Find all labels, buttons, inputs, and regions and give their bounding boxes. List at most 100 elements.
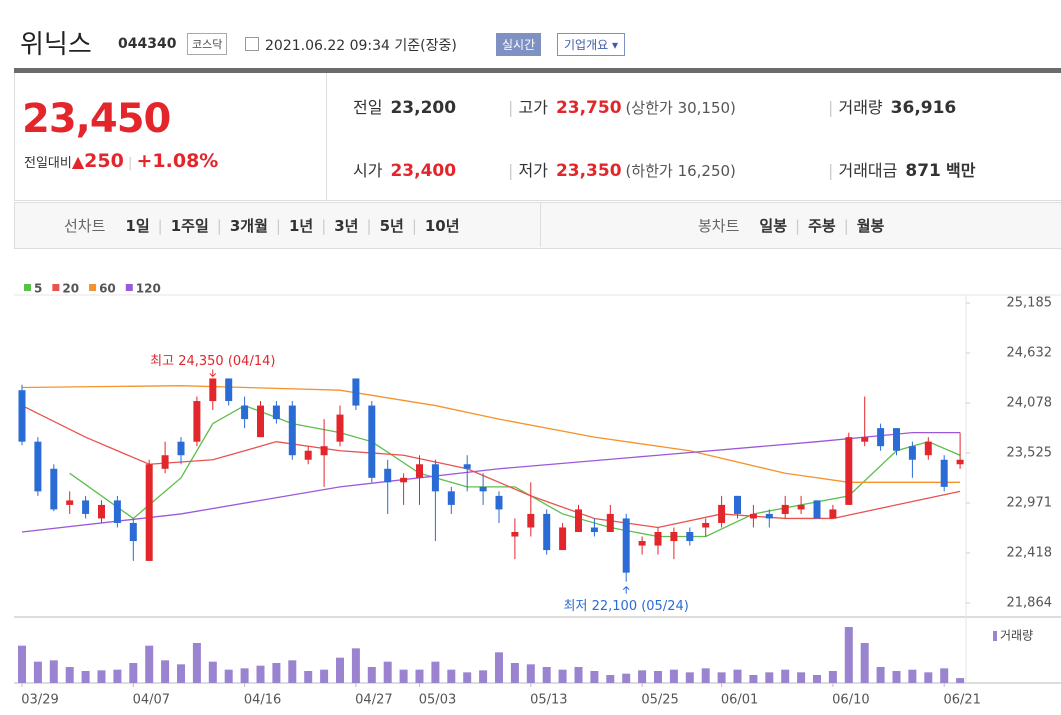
candle-body: [66, 500, 74, 505]
volume-bar: [940, 668, 949, 683]
volume-bar: [813, 675, 821, 683]
candle-tabs: 봉차트 일봉 | 주봉 | 월봉: [698, 215, 884, 236]
stock-code: 044340: [118, 36, 177, 52]
candle: [18, 384, 26, 446]
tab[interactable]: 주봉: [808, 217, 836, 235]
volume-bar: [876, 667, 885, 683]
tab[interactable]: 5년: [379, 217, 404, 235]
tab[interactable]: 월봉: [856, 217, 885, 235]
volume-bar: [177, 664, 185, 683]
stat: | 거래대금 871 백만: [828, 161, 976, 181]
x-tick-label: 06/10: [832, 693, 869, 708]
volume-legend-swatch: [993, 631, 997, 641]
volume-bar: [701, 668, 710, 683]
legend-swatch: [24, 284, 31, 291]
candle-body: [241, 405, 249, 420]
low-annotation: 최저 22,100 (05/24): [564, 599, 689, 614]
volume-bar: [145, 645, 154, 683]
tab-label: 선차트: [64, 217, 106, 235]
candle-body: [749, 513, 757, 519]
stat-label: 거래량: [838, 98, 883, 117]
stat-value: 36,916: [890, 98, 957, 118]
candle: [924, 437, 932, 460]
stat: 시가 23,400: [353, 157, 456, 181]
candle: [161, 441, 169, 474]
candle-body: [781, 504, 789, 514]
tab[interactable]: 10년: [424, 217, 460, 235]
current-price: 23,450: [22, 96, 171, 142]
candle-body: [590, 527, 598, 533]
volume-bar: [415, 669, 424, 683]
candle-body: [622, 518, 630, 573]
volume-bar: [447, 669, 456, 683]
change-label: 전일대비: [24, 156, 72, 171]
y-tick-label: 24,632: [1007, 345, 1053, 360]
candle-body: [272, 405, 280, 420]
candle-body: [940, 459, 948, 487]
y-tick-label: 22,418: [1007, 545, 1053, 560]
overview-button[interactable]: 기업개요 ▾: [557, 33, 626, 56]
tab-separator: |: [843, 217, 849, 235]
candle: [368, 401, 376, 483]
tab[interactable]: 3개월: [229, 217, 268, 235]
candle: [861, 396, 869, 447]
realtime-button[interactable]: 실시간: [496, 33, 542, 56]
candle-body: [384, 468, 392, 483]
stat: | 저가 23,350 (하한가 16,250): [508, 161, 736, 181]
tab-separator: |: [795, 217, 801, 235]
candle: [686, 527, 694, 546]
candle: [702, 518, 710, 537]
volume-bar: [956, 678, 965, 683]
volume-bar: [860, 643, 869, 683]
candle-body: [431, 464, 439, 492]
volume-bar: [558, 669, 567, 683]
candle-body: [98, 504, 105, 519]
candle-body: [924, 441, 932, 456]
tab-separator: |: [366, 217, 372, 235]
tab[interactable]: 3년: [334, 217, 359, 235]
candle: [734, 495, 741, 519]
candle-body: [479, 486, 487, 492]
stat-label: 고가: [518, 98, 548, 117]
candle: [129, 518, 137, 561]
moving-average-line: [21, 404, 961, 529]
tab[interactable]: 일봉: [759, 217, 788, 235]
tab[interactable]: 1년: [288, 217, 314, 235]
y-tick-label: 23,525: [1007, 445, 1053, 460]
tab[interactable]: 1일: [125, 217, 150, 235]
x-tick-label: 04/16: [244, 693, 281, 708]
volume-bar: [526, 664, 535, 683]
candle-body: [797, 504, 805, 510]
x-tick-label: 05/25: [641, 693, 678, 708]
volume-bar: [479, 670, 488, 683]
stat-value: 23,400: [390, 161, 457, 181]
candle: [559, 522, 567, 551]
candle-body: [447, 491, 455, 505]
candle-body: [638, 541, 646, 546]
x-tick-label: 03/29: [21, 693, 58, 708]
stat-value: 871: [905, 161, 941, 181]
candle: [98, 500, 105, 523]
volume-bar: [383, 661, 392, 683]
tab[interactable]: 1주일: [170, 217, 209, 235]
candle-body: [82, 500, 90, 514]
timestamp: 2021.06.22 09:34 기준(장중): [265, 35, 457, 55]
stat-note: (하한가 16,250): [625, 162, 736, 180]
volume-bar: [208, 661, 217, 683]
x-tick-label: 05/13: [530, 693, 567, 708]
stat-value: 23,200: [390, 98, 457, 118]
volume-bar: [81, 671, 90, 683]
legend-swatch: [89, 284, 97, 291]
candle: [749, 504, 757, 528]
candle: [654, 527, 662, 555]
stat-unit: 백만: [945, 161, 976, 180]
volume-bar: [510, 663, 519, 683]
x-tick-label: 04/07: [133, 693, 170, 708]
candle-body: [718, 504, 726, 523]
volume-bar: [781, 669, 790, 683]
volume-bar: [336, 657, 344, 683]
candle-body: [177, 441, 185, 456]
candle-body: [861, 437, 869, 442]
candle: [956, 432, 964, 469]
